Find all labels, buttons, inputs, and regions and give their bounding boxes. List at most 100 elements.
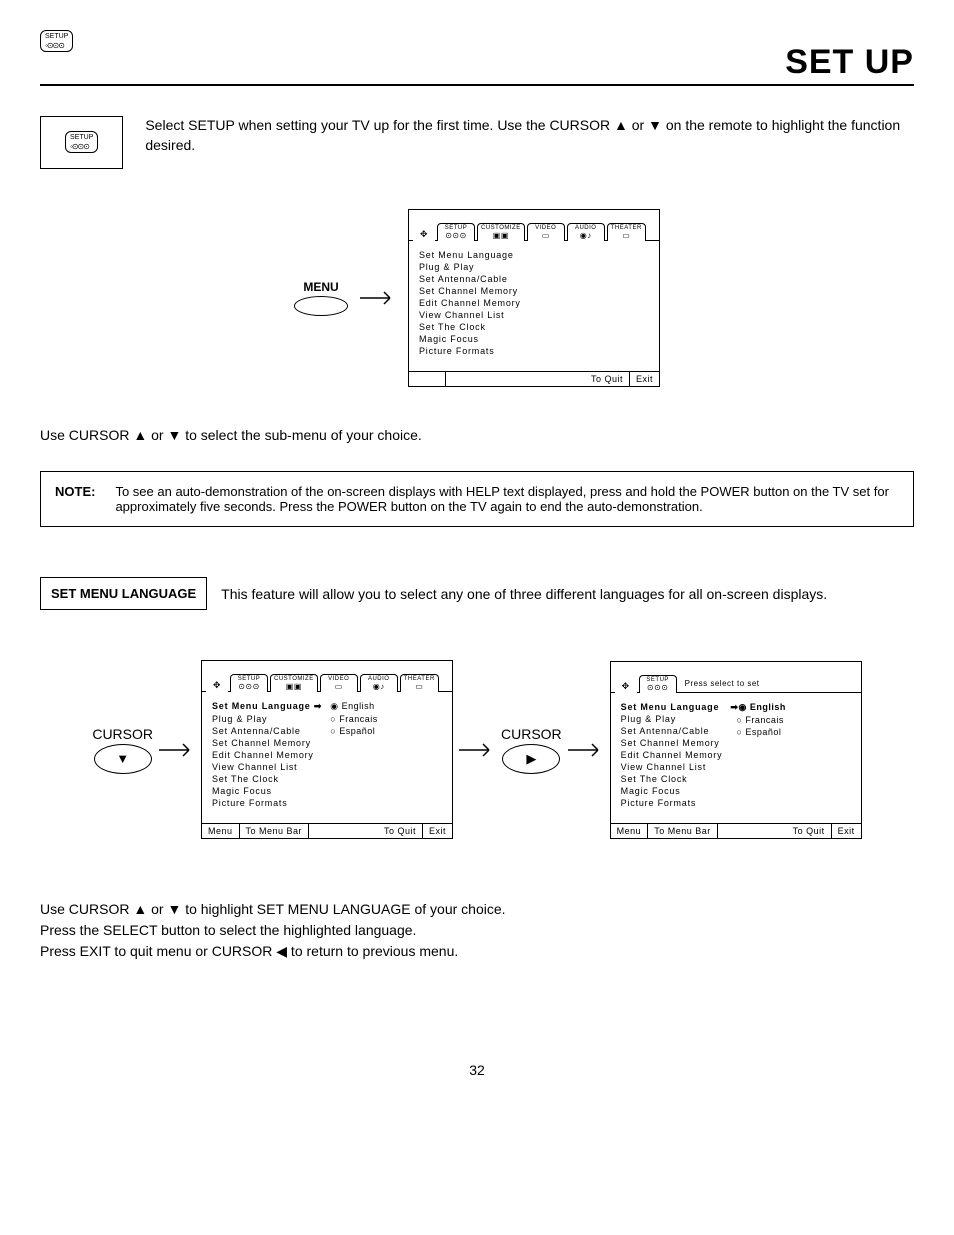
osd-footer: Menu To Menu Bar To Quit Exit: [611, 823, 861, 838]
footer-to-menu-bar: To Menu Bar: [240, 824, 310, 838]
osd-tabs: ✥ SETUP⊙⊙⊙ Press select to set: [611, 662, 861, 693]
list-item: Magic Focus: [212, 785, 322, 797]
osd-language-menu: ✥ SETUP⊙⊙⊙ CUSTOMIZE▣▣ VIDEO▭ AUDIO◉♪ TH…: [201, 660, 453, 839]
setup-corner-icon: SETUP ◦⊙⊙⊙: [40, 30, 73, 52]
list-item: Plug & Play: [419, 261, 521, 273]
list-item: Set Antenna/Cable: [621, 725, 723, 737]
move-icon: ✥: [615, 677, 637, 693]
section-desc: This feature will allow you to select an…: [221, 586, 914, 602]
list-item: Picture Formats: [621, 797, 723, 809]
osd-main-menu: ✥ SETUP⊙⊙⊙ CUSTOMIZE▣▣ VIDEO▭ AUDIO◉♪ TH…: [408, 209, 660, 387]
osd-menu-list: Set Menu Language Plug & Play Set Antenn…: [621, 701, 723, 809]
osd-menu-list: Set Menu Language ➡ Plug & Play Set Ante…: [212, 700, 322, 809]
footer-exit: Exit: [630, 372, 659, 386]
language-options: ◉ English ○ Francais ○ Español: [330, 700, 377, 809]
setup-label: SETUP: [45, 33, 68, 40]
list-item-selected: Set Menu Language ➡: [212, 700, 322, 713]
arrow-right-icon: [157, 740, 197, 760]
option-francais: ○ Francais: [330, 713, 377, 725]
tab-video: VIDEO▭: [320, 674, 358, 692]
list-item: Set Menu Language: [419, 249, 521, 261]
list-item: Set The Clock: [419, 321, 521, 333]
cursor-right-icon: ▶: [502, 744, 560, 774]
list-item: Plug & Play: [212, 713, 322, 725]
list-item: Set The Clock: [212, 773, 322, 785]
title-bar: SET UP: [40, 43, 914, 86]
footer-to-quit: To Quit: [585, 372, 630, 386]
sub-instruction: Use CURSOR ▲ or ▼ to select the sub-menu…: [40, 427, 914, 443]
arrow-right-icon: [457, 740, 497, 760]
tab-audio: AUDIO◉♪: [567, 223, 605, 241]
page-title: SET UP: [40, 43, 914, 82]
list-item: Plug & Play: [621, 713, 723, 725]
footer-exit: Exit: [832, 824, 861, 838]
tab-customize: CUSTOMIZE▣▣: [477, 223, 525, 241]
setup-icon-inner: SETUP ◦⊙⊙⊙: [65, 131, 98, 153]
list-item: Set Antenna/Cable: [212, 725, 322, 737]
footer-to-quit: To Quit: [378, 824, 423, 838]
instructions: Use CURSOR ▲ or ▼ to highlight SET MENU …: [40, 899, 914, 962]
footer-menu: Menu: [202, 824, 240, 838]
cursor-down-icon: ▼: [94, 744, 152, 774]
list-item: View Channel List: [419, 309, 521, 321]
note-text: To see an auto-demonstration of the on-s…: [115, 484, 899, 514]
move-icon: ✥: [413, 225, 435, 241]
option-english: ◉ English: [330, 700, 377, 713]
list-item: Picture Formats: [419, 345, 521, 357]
list-item: Set Channel Memory: [419, 285, 521, 297]
menu-button-icon: [294, 296, 348, 316]
footer-exit: Exit: [423, 824, 452, 838]
tab-audio: AUDIO◉♪: [360, 674, 398, 692]
footer-menu: Menu: [611, 824, 649, 838]
tab-theater: THEATER▭: [400, 674, 439, 692]
osd-tabs: ✥ SETUP⊙⊙⊙ CUSTOMIZE▣▣ VIDEO▭ AUDIO◉♪ TH…: [409, 210, 659, 241]
knobs-icon: ◦⊙⊙⊙: [45, 41, 64, 50]
list-item-selected: Set Menu Language: [621, 701, 723, 713]
list-item: Set Channel Memory: [212, 737, 322, 749]
menu-button-label: MENU: [294, 280, 348, 316]
footer-to-quit: To Quit: [787, 824, 832, 838]
osd-tabs: ✥ SETUP⊙⊙⊙ CUSTOMIZE▣▣ VIDEO▭ AUDIO◉♪ TH…: [202, 661, 452, 692]
list-item: Magic Focus: [419, 333, 521, 345]
tab-video: VIDEO▭: [527, 223, 565, 241]
list-item: Edit Channel Memory: [212, 749, 322, 761]
osd-footer: To Quit Exit: [409, 371, 659, 386]
note-box: NOTE: To see an auto-demonstration of th…: [40, 471, 914, 527]
setup-icon-box: SETUP ◦⊙⊙⊙: [40, 116, 123, 169]
footer-blank: [409, 372, 446, 386]
list-item: View Channel List: [212, 761, 322, 773]
option-francais: ○ Francais: [730, 714, 785, 726]
setup-icon-label: SETUP: [70, 134, 93, 141]
option-espanol: ○ Español: [330, 725, 377, 737]
list-item: Edit Channel Memory: [621, 749, 723, 761]
cursor-right-label: CURSOR ▶: [501, 726, 562, 774]
footer-to-menu-bar: To Menu Bar: [648, 824, 718, 838]
list-item: Picture Formats: [212, 797, 322, 809]
option-english-selected: ➡◉ English: [730, 701, 785, 714]
section-label: SET MENU LANGUAGE: [40, 577, 207, 610]
tab-setup: SETUP⊙⊙⊙: [639, 675, 677, 693]
page-number: 32: [40, 1062, 914, 1078]
intro-text: Select SETUP when setting your TV up for…: [145, 116, 914, 155]
knobs-icon: ◦⊙⊙⊙: [70, 142, 89, 151]
option-espanol: ○ Español: [730, 726, 785, 738]
move-icon: ✥: [206, 676, 228, 692]
list-item: Magic Focus: [621, 785, 723, 797]
help-hint: Press select to set: [679, 675, 766, 692]
tab-setup: SETUP⊙⊙⊙: [230, 674, 268, 692]
tab-setup: SETUP⊙⊙⊙: [437, 223, 475, 241]
tab-customize: CUSTOMIZE▣▣: [270, 674, 318, 692]
language-options: ➡◉ English ○ Francais ○ Español: [730, 701, 785, 809]
list-item: Set Antenna/Cable: [419, 273, 521, 285]
osd-footer: Menu To Menu Bar To Quit Exit: [202, 823, 452, 838]
list-item: Edit Channel Memory: [419, 297, 521, 309]
arrow-right-icon: [566, 740, 606, 760]
cursor-down-label: CURSOR ▼: [92, 726, 153, 774]
arrow-right-icon: [358, 288, 398, 308]
list-item: Set Channel Memory: [621, 737, 723, 749]
list-item: View Channel List: [621, 761, 723, 773]
osd-language-selected: ✥ SETUP⊙⊙⊙ Press select to set Set Menu …: [610, 661, 862, 839]
tab-theater: THEATER▭: [607, 223, 646, 241]
list-item: Set The Clock: [621, 773, 723, 785]
note-label: NOTE:: [55, 484, 95, 514]
